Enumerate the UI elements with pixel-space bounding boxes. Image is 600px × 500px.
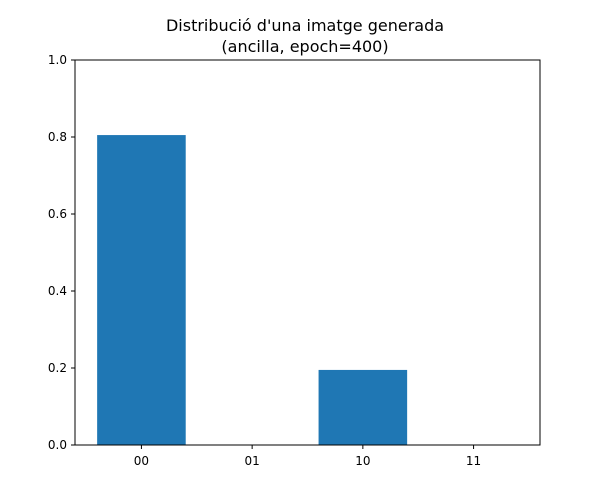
chart-title: Distribució d'una imatge generada bbox=[166, 16, 444, 35]
bar-10 bbox=[318, 369, 408, 445]
y-tick-label: 0.6 bbox=[48, 207, 67, 221]
x-tick-label: 00 bbox=[134, 454, 149, 468]
chart-subtitle: (ancilla, epoch=400) bbox=[221, 37, 388, 56]
bar-00 bbox=[97, 135, 186, 445]
y-tick-label: 0.8 bbox=[48, 130, 67, 144]
y-tick-label: 0.0 bbox=[48, 438, 67, 452]
y-tick-label: 0.4 bbox=[48, 284, 67, 298]
x-axis: 00 01 10 11 bbox=[134, 445, 481, 468]
bars-group bbox=[97, 135, 408, 445]
x-tick-label: 01 bbox=[245, 454, 260, 468]
y-tick-label: 1.0 bbox=[48, 53, 67, 67]
x-tick-label: 10 bbox=[355, 454, 370, 468]
x-tick-label: 11 bbox=[466, 454, 481, 468]
plot-frame bbox=[74, 59, 541, 446]
y-tick-label: 0.2 bbox=[48, 361, 67, 375]
y-axis: 0.0 0.2 0.4 0.6 0.8 1.0 bbox=[48, 53, 75, 452]
